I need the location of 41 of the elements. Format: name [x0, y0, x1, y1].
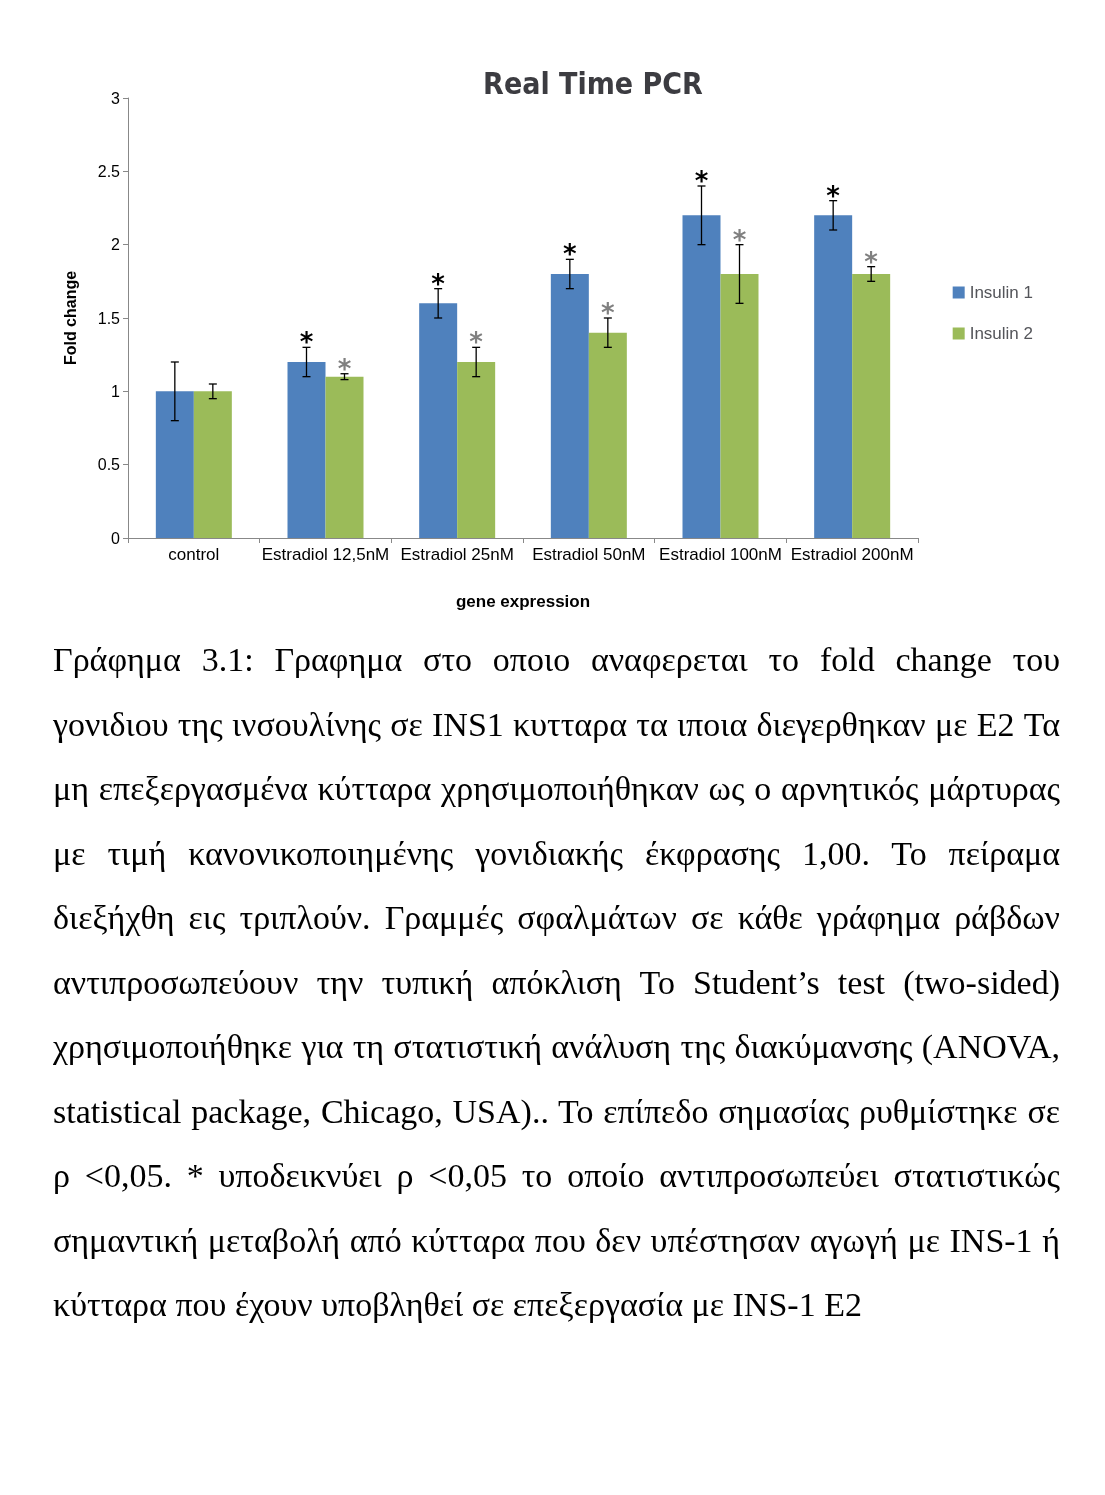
x-tick-label: Estradiol 200nM [790, 545, 914, 564]
text: Γράφημα 3.1: Γραφημα στο οποιο αναφερεται το fold change του γονιδιου της ινσουλίνης σε INS1 κυτταρα τα ιποια διεγερθηκαν με E2 Τα μη επεξεργασμένα κύτταρα χρησιμοποιήθηκαν ως ο αρνητικός μάρτυρας με τιμή κανονικοποιημένης γονιδιακής έκφρασης 1,00. Το πείραμα διεξήχθη εις τριπλούν. Γραμμές σφαλμάτων σε κάθε γράφημα ράβδων αντιπροσωπεύουν την τυπική απόκλιση Το Student’s test (two-sided) χρησιμοποιήθηκε για τη στατιστική ανάλυση της διακύμανσης (ANOVA, statistical package, Chicago, USA).. Το επίπεδο σημασίας ρυθμίστηκε σε ρ <0,05. * υποδεικνύει ρ <0,05 το οποίο αντιπροσωπεύει στατιστικώς σημαντική μεταβολή από κύτταρα που δεν υπέστησαν αγωγή με INS-1 ή κύτταρα που έχουν υποβληθεί σε επεξεργασία με INS-1 E2 [53, 641, 1060, 1323]
data-label: * [431, 268, 446, 299]
bar [155, 391, 194, 538]
x-tick-label: Estradiol 100nM [659, 545, 782, 564]
x-tick-label: Estradiol 50nM [532, 545, 646, 564]
data-label: * [864, 246, 879, 277]
bar [682, 215, 721, 538]
bar [852, 274, 891, 538]
y-tick-label: 1 [111, 382, 121, 400]
data-label: * [601, 298, 616, 328]
y-tick-label: 3 [111, 89, 121, 107]
y-tick-label: 0 [111, 529, 121, 547]
bar [814, 215, 853, 538]
bar [720, 274, 759, 538]
legend-label: Insulin 1 [969, 283, 1034, 302]
x-tick-label: control [168, 545, 220, 564]
y-axis-title: Fold change [61, 270, 79, 366]
data-label: * [469, 327, 484, 358]
y-tick-label: 0.5 [97, 456, 121, 474]
data-label: * [563, 239, 578, 270]
y-tick-label: 2.5 [97, 162, 121, 180]
bar [325, 376, 364, 538]
data-label: * [732, 224, 747, 255]
data-label: * [826, 180, 841, 211]
data-label: * [337, 353, 352, 384]
x-tick-label: Estradiol 12,5nM [261, 545, 390, 564]
x-axis-title: gene expression [455, 592, 591, 611]
bar [287, 362, 326, 538]
bar [419, 303, 458, 538]
y-tick-label: 1.5 [97, 309, 121, 327]
bar [193, 391, 232, 538]
data-label: * [694, 166, 709, 196]
bar [588, 332, 627, 538]
chart-title: Real Time PCR [483, 65, 704, 101]
data-label: * [299, 327, 314, 358]
x-tick-label: Estradiol 25nM [400, 545, 514, 564]
bar [550, 274, 589, 538]
legend-label: Insulin 2 [969, 324, 1034, 343]
y-tick-label: 2 [111, 236, 121, 254]
bar [457, 362, 496, 538]
